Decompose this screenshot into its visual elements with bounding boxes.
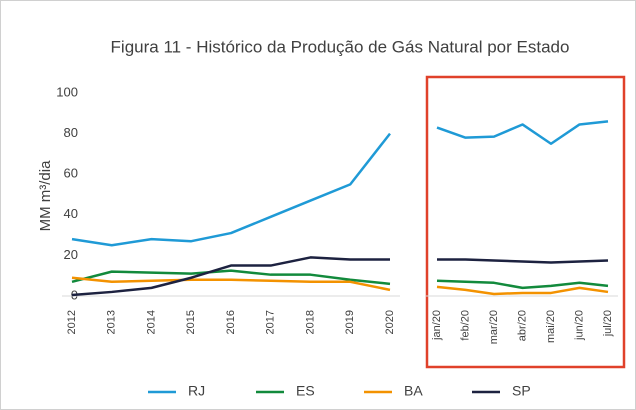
- x-tick-label: 2019: [344, 310, 356, 334]
- x-tick-label: 2016: [225, 310, 237, 334]
- y-tick-label: 80: [64, 125, 78, 140]
- chart-title: Figura 11 - Histórico da Produção de Gás…: [111, 37, 570, 56]
- x-tick-label: abr/20: [516, 310, 528, 341]
- highlight-box: [425, 75, 626, 369]
- legend-label: BA: [404, 383, 423, 399]
- x-tick-label: 2018: [304, 310, 316, 334]
- x-tick-label: jun/20: [573, 310, 585, 341]
- legend-label: SP: [512, 383, 531, 399]
- x-tick-label: 2020: [384, 310, 396, 334]
- y-axis-label: MM m³/dia: [37, 160, 54, 231]
- legend-label: ES: [296, 383, 315, 399]
- series-line: [71, 120, 609, 247]
- series-line: [71, 269, 609, 290]
- y-tick-label: 100: [56, 84, 78, 99]
- x-tick-label: 2012: [66, 310, 78, 334]
- x-tick-label: feb/20: [459, 310, 471, 341]
- x-tick-label: 2017: [265, 310, 277, 334]
- x-tick-label: jul/20: [602, 310, 614, 337]
- x-tick-label: mai/20: [545, 310, 557, 343]
- x-tick-label: jan/20: [431, 310, 443, 341]
- x-tick-label: mar/20: [488, 310, 500, 344]
- y-tick-label: 60: [64, 166, 78, 181]
- x-tick-label: 2013: [106, 310, 118, 334]
- x-tick-label: 2014: [145, 310, 157, 334]
- y-tick-label: 40: [64, 206, 78, 221]
- x-tick-label: 2015: [185, 310, 197, 334]
- series-line: [71, 276, 609, 296]
- series-line: [71, 256, 609, 297]
- legend-label: RJ: [188, 383, 205, 399]
- y-tick-label: 20: [64, 247, 78, 262]
